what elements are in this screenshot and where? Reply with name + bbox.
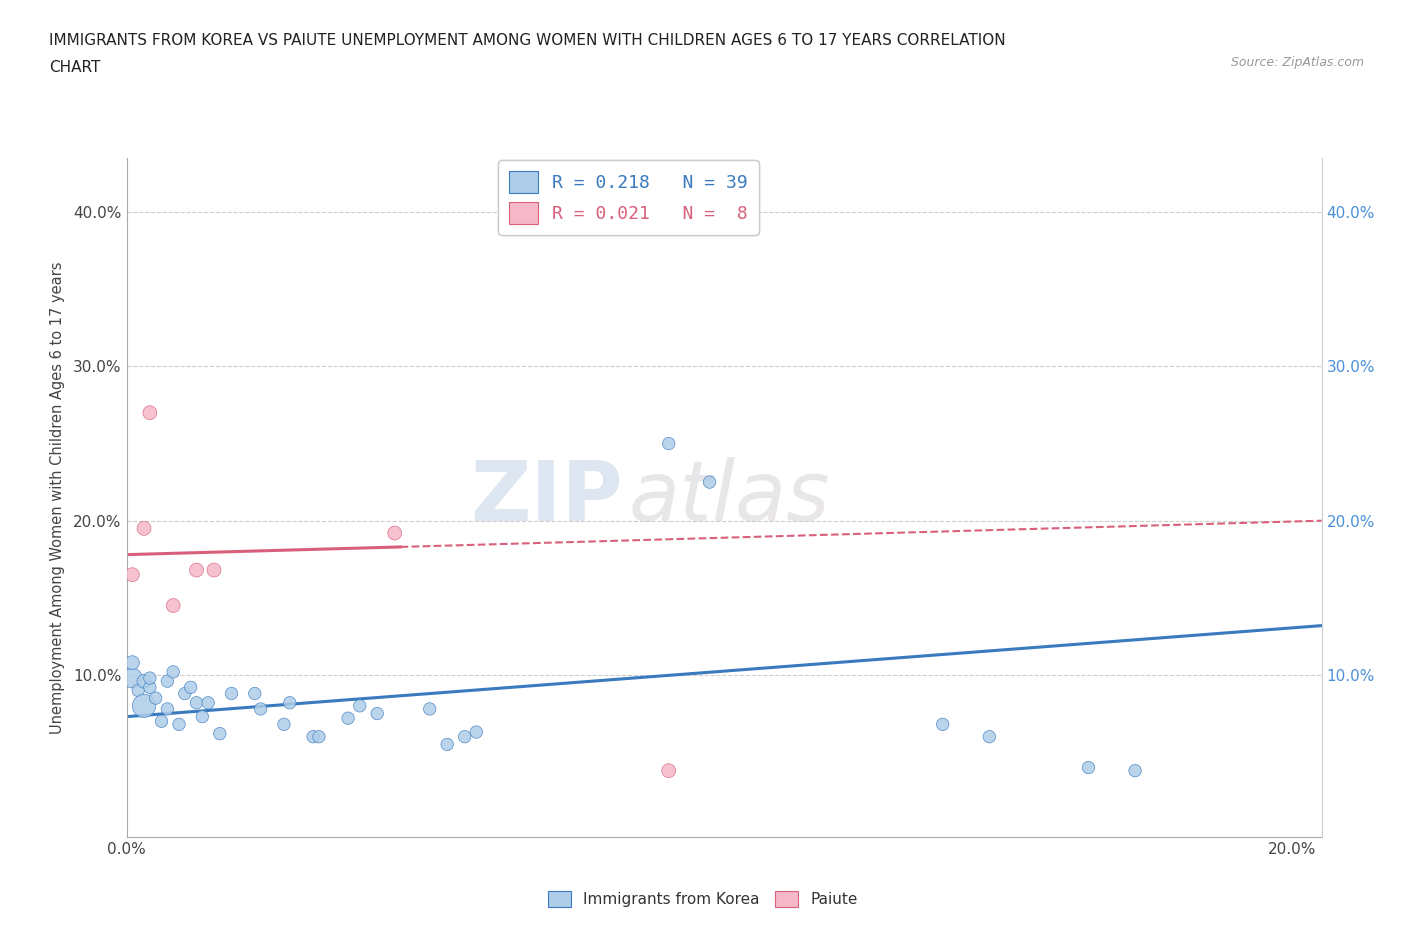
Point xyxy=(384,525,406,540)
Point xyxy=(150,714,173,729)
Point xyxy=(436,737,458,751)
Point xyxy=(931,717,953,732)
Point xyxy=(453,729,475,744)
Point xyxy=(162,664,184,679)
Point xyxy=(132,673,155,688)
Point xyxy=(132,698,155,713)
Point xyxy=(167,717,190,732)
Point xyxy=(121,671,143,685)
Point xyxy=(349,698,371,713)
Text: IMMIGRANTS FROM KOREA VS PAIUTE UNEMPLOYMENT AMONG WOMEN WITH CHILDREN AGES 6 TO: IMMIGRANTS FROM KOREA VS PAIUTE UNEMPLOY… xyxy=(49,33,1005,47)
Point xyxy=(1123,764,1146,778)
Point xyxy=(191,710,214,724)
Point xyxy=(249,701,271,716)
Point xyxy=(180,680,202,695)
Point xyxy=(121,656,143,671)
Text: Source: ZipAtlas.com: Source: ZipAtlas.com xyxy=(1230,56,1364,69)
Point xyxy=(162,598,184,613)
Point xyxy=(121,567,143,582)
Point xyxy=(173,686,195,701)
Text: atlas: atlas xyxy=(628,457,830,538)
Point xyxy=(139,671,162,685)
Point xyxy=(278,696,301,711)
Point xyxy=(699,474,721,489)
Point xyxy=(202,563,225,578)
Point xyxy=(419,701,441,716)
Point xyxy=(465,724,488,739)
Point xyxy=(658,764,681,778)
Point xyxy=(366,706,388,721)
Legend: Immigrants from Korea, Paiute: Immigrants from Korea, Paiute xyxy=(543,884,863,913)
Point xyxy=(145,691,167,706)
Text: ZIP: ZIP xyxy=(470,457,623,538)
Point xyxy=(979,729,1001,744)
Point xyxy=(1077,760,1099,775)
Point xyxy=(658,436,681,451)
Point xyxy=(156,701,179,716)
Point xyxy=(139,405,162,420)
Text: CHART: CHART xyxy=(49,60,101,75)
Point xyxy=(243,686,266,701)
Point xyxy=(208,726,231,741)
Point xyxy=(302,729,325,744)
Point xyxy=(139,680,162,695)
Point xyxy=(156,673,179,688)
Legend: R = 0.218   N = 39, R = 0.021   N =  8: R = 0.218 N = 39, R = 0.021 N = 8 xyxy=(498,160,759,235)
Point xyxy=(308,729,330,744)
Point xyxy=(273,717,295,732)
Point xyxy=(186,696,208,711)
Y-axis label: Unemployment Among Women with Children Ages 6 to 17 years: Unemployment Among Women with Children A… xyxy=(49,261,65,734)
Point xyxy=(127,683,149,698)
Point xyxy=(221,686,243,701)
Point xyxy=(132,521,155,536)
Point xyxy=(337,711,360,725)
Point xyxy=(197,696,219,711)
Point xyxy=(186,563,208,578)
